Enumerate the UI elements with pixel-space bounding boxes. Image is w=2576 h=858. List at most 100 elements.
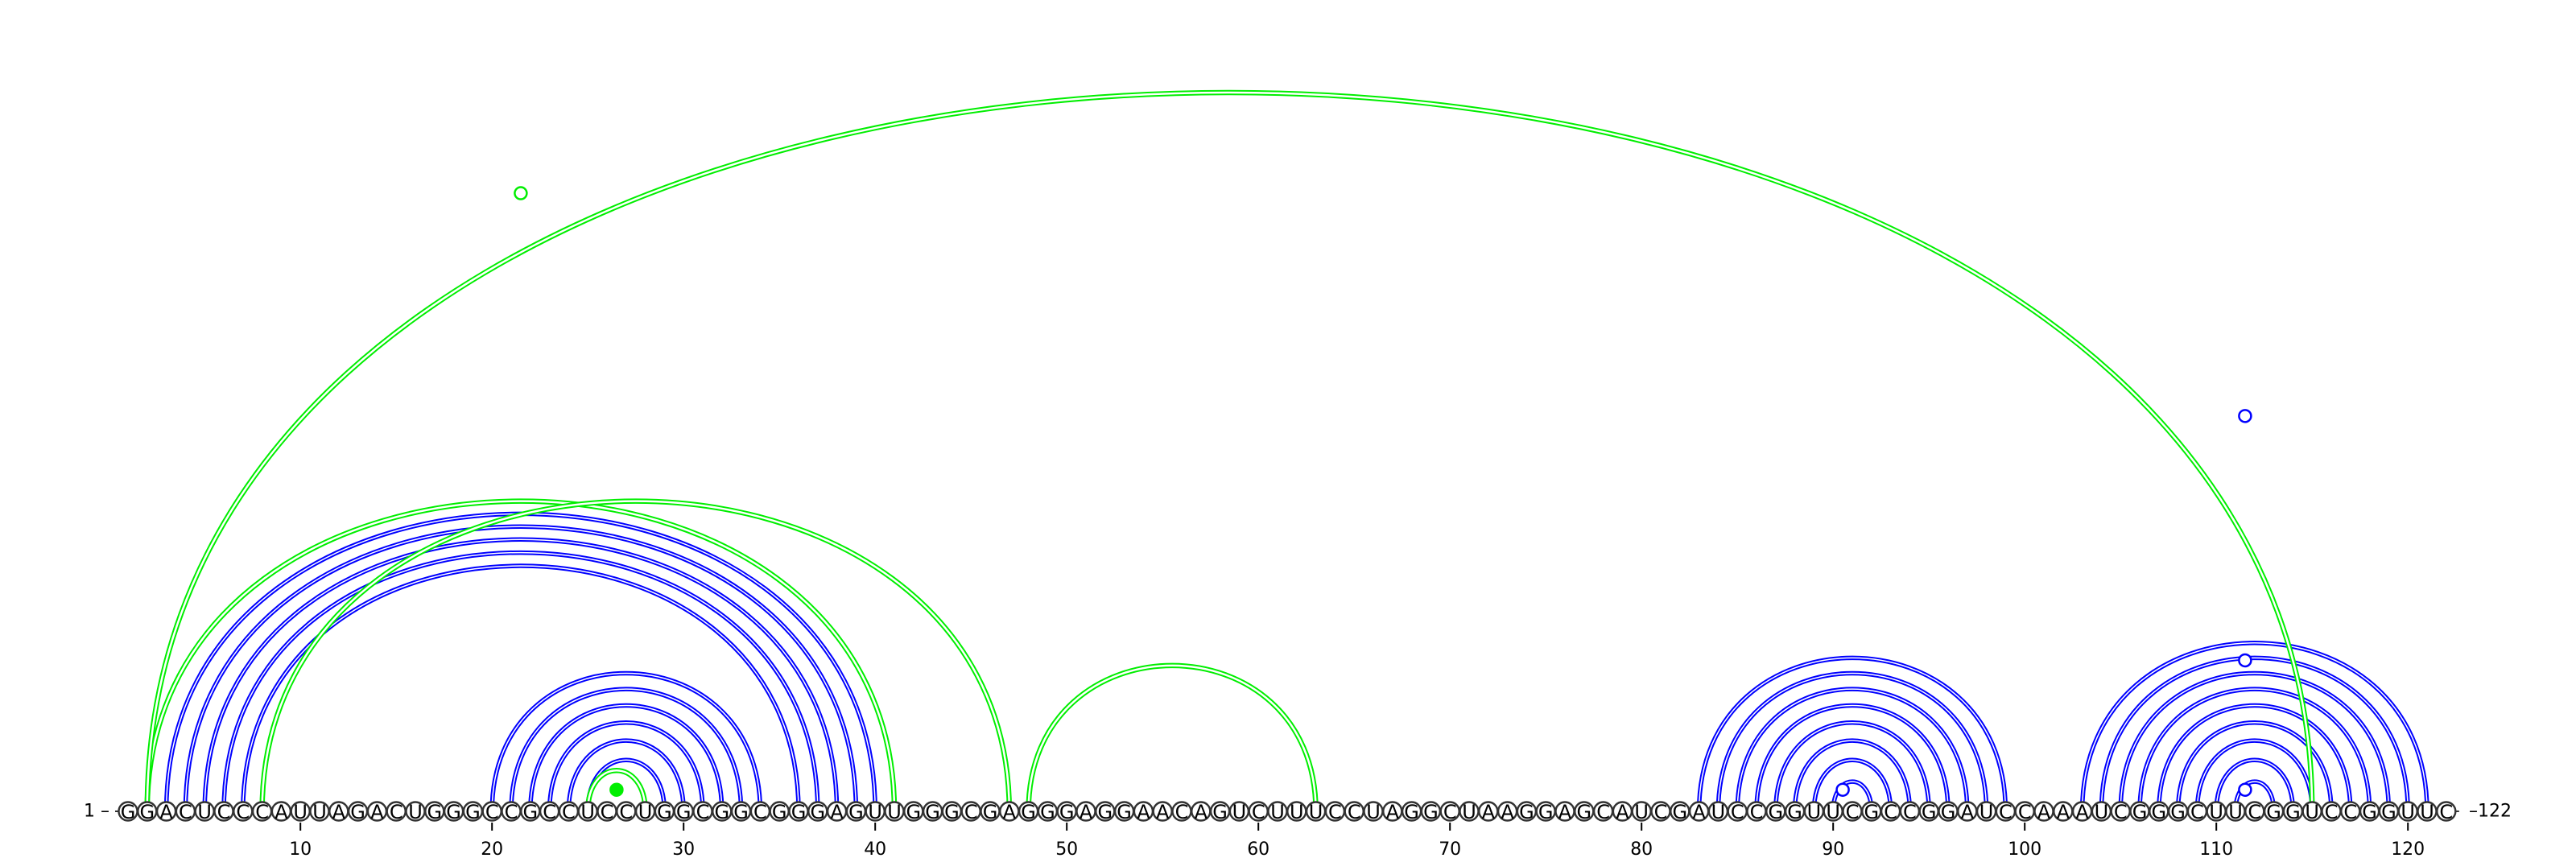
nucleotide-letter-50: G <box>1059 801 1075 823</box>
blue-arc-22-32-inner <box>530 704 723 812</box>
arc-markers <box>514 186 2252 797</box>
nucleotide-47: A <box>999 801 1020 823</box>
nucleotide-letter-26: C <box>601 801 614 823</box>
nucleotide-15: C <box>386 801 407 823</box>
green-arc-48-63-inner <box>1027 664 1317 812</box>
nucleotide-104: U <box>2091 801 2112 823</box>
nucleotide-letter-28: U <box>638 801 653 823</box>
nucleotide-35: G <box>769 801 790 823</box>
nucleotide-letter-111: U <box>2228 801 2243 823</box>
nucleotide-100: C <box>2014 801 2035 823</box>
nucleotide-letter-13: G <box>350 801 365 823</box>
nucleotide-120: U <box>2397 801 2418 823</box>
nucleotide-110: U <box>2206 801 2227 823</box>
blue-arc-23-31-inner <box>548 722 704 812</box>
blue-arc-23-31 <box>547 720 705 812</box>
nucleotide-29: G <box>654 801 675 823</box>
tick-label-120: 120 <box>2391 839 2425 858</box>
nucleotide-letter-18: G <box>446 801 461 823</box>
nucleotide-6: C <box>213 801 234 823</box>
nucleotide-letter-46: G <box>983 801 998 823</box>
nucleotide-77: G <box>1574 801 1595 823</box>
blue-arc-21-33-inner <box>510 688 742 812</box>
nucleotide-31: C <box>692 801 713 823</box>
nucleotide-letter-83: A <box>1692 801 1706 823</box>
nucleotide-letter-99: C <box>1999 801 2013 823</box>
nucleotide-122: C <box>2436 801 2457 823</box>
nucleotide-letter-20: C <box>485 801 499 823</box>
green-arc-2-41-inner <box>146 500 896 812</box>
nucleotide-letter-64: C <box>1328 801 1342 823</box>
nucleotide-14: A <box>366 801 388 823</box>
blue-arc-21-33 <box>509 687 744 812</box>
nucleotide-106: G <box>2129 801 2150 823</box>
arcs-layer <box>144 89 2429 812</box>
nucleotide-118: G <box>2359 801 2380 823</box>
blue-arc-89-93 <box>1811 757 1893 812</box>
nucleotide-70: C <box>1439 801 1460 823</box>
nucleotide-letter-103: A <box>2075 801 2089 823</box>
nucleotide-18: G <box>443 801 464 823</box>
nucleotide-19: G <box>462 801 484 823</box>
nucleotide-letter-10: U <box>293 801 308 823</box>
nucleotide-23: C <box>539 801 560 823</box>
nucleotide-letter-32: G <box>714 801 729 823</box>
nucleotide-42: G <box>903 801 924 823</box>
nucleotide-letter-44: G <box>944 801 960 823</box>
nucleotide-letter-76: A <box>1558 801 1572 823</box>
nucleotide-letter-107: G <box>2151 801 2166 823</box>
nucleotide-letter-98: U <box>1979 801 1994 823</box>
nucleotide-letter-69: G <box>1423 801 1439 823</box>
nucleotide-97: A <box>1957 801 1978 823</box>
blue-arc-6-37-inner <box>223 551 819 812</box>
nucleotide-letter-27: C <box>619 801 633 823</box>
nucleotide-50: G <box>1056 801 1077 823</box>
nucleotide-117: C <box>2340 801 2361 823</box>
blue-arc-88-94 <box>1792 738 1913 812</box>
blue-arc-107-117 <box>2157 703 2353 812</box>
nucleotide-letter-93: C <box>1884 801 1897 823</box>
blue-arc-84-98-inner <box>1717 672 1988 812</box>
nucleotide-letter-8: C <box>255 801 269 823</box>
nucleotide-2: G <box>137 801 158 823</box>
blue-arc-104-120 <box>2099 655 2410 812</box>
blue-arc-86-96-inner <box>1756 704 1949 812</box>
nucleotide-letter-37: G <box>810 801 825 823</box>
nucleotide-92: G <box>1861 801 1882 823</box>
tick-label-60: 60 <box>1247 839 1269 858</box>
nucleotide-108: G <box>2167 801 2189 823</box>
nucleotide-letter-23: C <box>543 801 556 823</box>
nucleotide-letter-48: G <box>1021 801 1036 823</box>
nucleotide-letter-42: G <box>906 801 921 823</box>
nucleotide-5: U <box>194 801 215 823</box>
nucleotide-109: C <box>2186 801 2208 823</box>
nucleotide-105: C <box>2110 801 2131 823</box>
nucleotide-59: U <box>1228 801 1250 823</box>
nucleotide-52: G <box>1095 801 1116 823</box>
blue-arc-105-119-inner <box>2120 672 2390 812</box>
tick-label-30: 30 <box>672 839 695 858</box>
nucleotide-9: A <box>270 801 292 823</box>
nucleotide-63: U <box>1305 801 1327 823</box>
nucleotide-58: G <box>1209 801 1231 823</box>
nucleotide-letter-5: U <box>197 801 212 823</box>
nucleotide-letter-39: G <box>848 801 864 823</box>
blue-arc-89-93-inner <box>1813 759 1892 812</box>
nucleotide-114: G <box>2282 801 2304 823</box>
nucleotide-letter-52: G <box>1097 801 1113 823</box>
nucleotide-64: C <box>1324 801 1346 823</box>
nucleotide-51: A <box>1075 801 1096 823</box>
nucleotide-letter-68: G <box>1404 801 1419 823</box>
nucleotide-99: C <box>1995 801 2017 823</box>
nucleotide-letter-84: U <box>1711 801 1726 823</box>
blue-arc-106-118-inner <box>2139 688 2371 812</box>
arc-marker-1 <box>514 186 528 200</box>
nucleotide-letter-75: G <box>1538 801 1554 823</box>
nucleotide-letter-92: G <box>1864 801 1879 823</box>
blue-arc-108-116 <box>2175 720 2334 812</box>
nucleotide-letter-71: U <box>1462 801 1476 823</box>
nucleotide-95: G <box>1918 801 1939 823</box>
nucleotide-letter-112: C <box>2248 801 2261 823</box>
nucleotide-16: U <box>405 801 426 823</box>
